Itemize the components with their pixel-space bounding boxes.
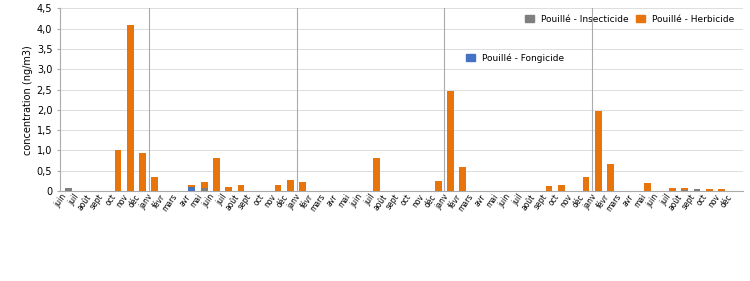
Bar — [140, 153, 146, 191]
Bar — [706, 189, 712, 191]
Bar — [65, 188, 72, 191]
Bar — [287, 180, 294, 191]
Bar — [447, 91, 454, 191]
Bar — [681, 190, 688, 191]
Bar — [669, 188, 676, 191]
Bar — [546, 186, 553, 191]
Bar — [608, 164, 614, 191]
Bar — [188, 185, 195, 191]
Legend: Pouillé - Fongicide: Pouillé - Fongicide — [466, 53, 564, 63]
Bar — [299, 182, 306, 191]
Bar — [274, 185, 281, 191]
Bar — [644, 183, 651, 191]
Bar — [127, 25, 134, 191]
Bar — [718, 189, 725, 191]
Bar — [595, 111, 602, 191]
Bar — [115, 151, 122, 191]
Bar — [460, 167, 466, 191]
Bar — [694, 189, 700, 191]
Y-axis label: concentration (ng/m3): concentration (ng/m3) — [22, 45, 32, 155]
Bar — [558, 185, 565, 191]
Bar — [374, 158, 380, 191]
Bar — [188, 187, 195, 191]
Bar — [583, 177, 590, 191]
Bar — [152, 177, 158, 191]
Bar — [226, 187, 232, 191]
Bar — [681, 188, 688, 191]
Bar — [201, 182, 208, 191]
Bar — [201, 188, 208, 191]
Bar — [238, 185, 244, 191]
Bar — [213, 158, 220, 191]
Bar — [435, 181, 442, 191]
Bar — [188, 189, 195, 191]
